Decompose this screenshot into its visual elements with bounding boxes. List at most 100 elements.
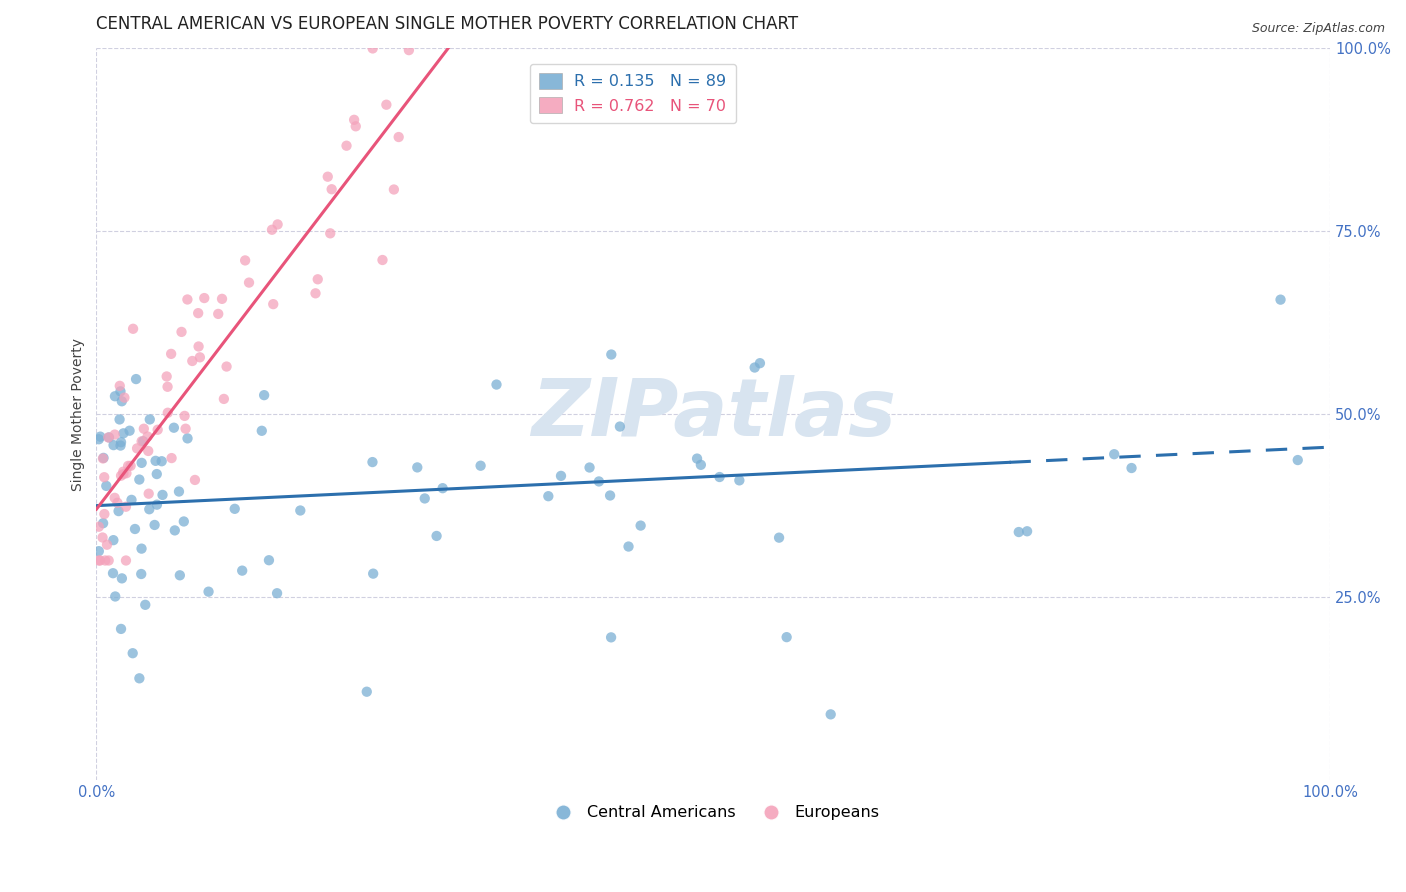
- Point: [253, 388, 276, 402]
- Point: [361, 41, 384, 55]
- Point: [212, 392, 235, 406]
- Point: [121, 492, 143, 507]
- Point: [103, 533, 125, 548]
- Point: [260, 223, 283, 237]
- Point: [406, 460, 429, 475]
- Point: [250, 424, 273, 438]
- Point: [145, 454, 167, 468]
- Point: [316, 169, 339, 184]
- Point: [266, 586, 288, 600]
- Point: [96, 479, 118, 493]
- Point: [125, 442, 148, 456]
- Point: [335, 138, 357, 153]
- Point: [108, 412, 131, 426]
- Point: [112, 391, 135, 405]
- Text: Source: ZipAtlas.com: Source: ZipAtlas.com: [1251, 22, 1385, 36]
- Point: [112, 426, 135, 441]
- Point: [485, 377, 508, 392]
- Point: [233, 253, 256, 268]
- Text: CENTRAL AMERICAN VS EUROPEAN SINGLE MOTHER POVERTY CORRELATION CHART: CENTRAL AMERICAN VS EUROPEAN SINGLE MOTH…: [97, 15, 799, 33]
- Point: [1121, 461, 1143, 475]
- Point: [139, 412, 162, 426]
- Point: [176, 431, 198, 445]
- Point: [599, 488, 621, 502]
- Point: [207, 307, 229, 321]
- Point: [319, 227, 342, 241]
- Point: [146, 498, 169, 512]
- Point: [321, 182, 343, 196]
- Point: [129, 567, 152, 582]
- Point: [125, 372, 148, 386]
- Point: [117, 458, 139, 473]
- Point: [110, 384, 132, 399]
- Point: [111, 571, 134, 585]
- Point: [128, 671, 150, 685]
- Point: [744, 360, 766, 375]
- Point: [107, 504, 129, 518]
- Point: [93, 450, 115, 465]
- Point: [104, 389, 127, 403]
- Point: [91, 531, 114, 545]
- Point: [432, 481, 454, 495]
- Legend: Central Americans, Europeans: Central Americans, Europeans: [540, 799, 886, 827]
- Point: [115, 500, 138, 514]
- Point: [193, 291, 215, 305]
- Point: [136, 429, 159, 443]
- Point: [146, 423, 169, 437]
- Point: [98, 430, 121, 444]
- Point: [156, 369, 179, 384]
- Point: [600, 347, 623, 361]
- Point: [630, 518, 652, 533]
- Point: [609, 419, 631, 434]
- Point: [709, 470, 731, 484]
- Point: [1270, 293, 1292, 307]
- Point: [107, 496, 129, 510]
- Point: [110, 468, 132, 483]
- Point: [686, 451, 709, 466]
- Point: [775, 630, 797, 644]
- Point: [1008, 524, 1031, 539]
- Point: [167, 484, 190, 499]
- Point: [104, 491, 127, 505]
- Point: [163, 420, 186, 434]
- Point: [121, 646, 143, 660]
- Point: [138, 502, 160, 516]
- Point: [97, 430, 120, 444]
- Point: [361, 566, 384, 581]
- Point: [110, 435, 132, 450]
- Point: [550, 469, 572, 483]
- Point: [163, 524, 186, 538]
- Point: [224, 501, 246, 516]
- Point: [146, 467, 169, 481]
- Point: [413, 491, 436, 506]
- Point: [388, 130, 411, 145]
- Point: [160, 347, 183, 361]
- Point: [134, 598, 156, 612]
- Point: [110, 622, 132, 636]
- Point: [131, 434, 153, 449]
- Point: [231, 564, 253, 578]
- Point: [120, 458, 142, 473]
- Point: [470, 458, 492, 473]
- Point: [132, 434, 155, 449]
- Point: [108, 379, 131, 393]
- Point: [343, 112, 366, 127]
- Point: [131, 541, 153, 556]
- Point: [689, 458, 711, 472]
- Point: [156, 406, 179, 420]
- Point: [211, 292, 233, 306]
- Point: [188, 351, 211, 365]
- Point: [537, 489, 560, 503]
- Point: [748, 356, 770, 370]
- Point: [101, 566, 124, 581]
- Point: [181, 354, 204, 368]
- Point: [128, 473, 150, 487]
- Point: [111, 394, 134, 409]
- Point: [375, 97, 398, 112]
- Point: [617, 540, 640, 554]
- Y-axis label: Single Mother Poverty: Single Mother Poverty: [72, 338, 86, 491]
- Point: [89, 553, 111, 567]
- Point: [91, 451, 114, 466]
- Point: [262, 297, 284, 311]
- Point: [110, 439, 132, 453]
